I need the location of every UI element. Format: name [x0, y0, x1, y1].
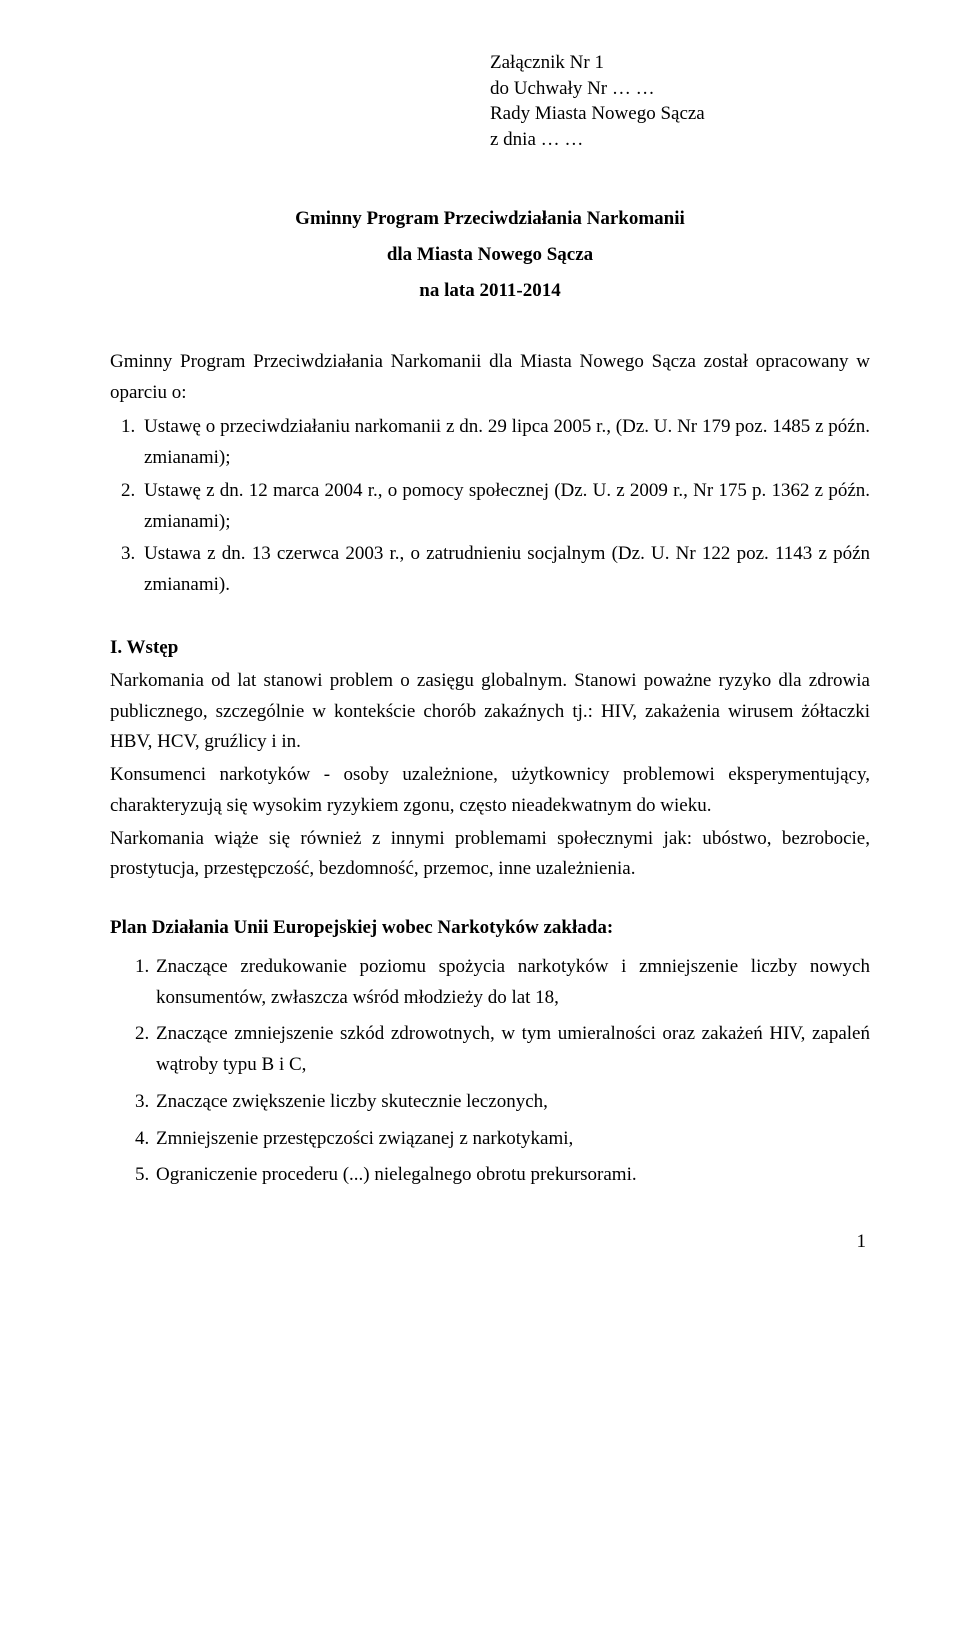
body: Gminny Program Przeciwdziałania Narkoman…: [110, 347, 870, 1191]
title-line-2: dla Miasta Nowego Sącza: [110, 237, 870, 273]
law-item: Ustawa z dn. 13 czerwca 2003 r., o zatru…: [140, 539, 870, 601]
attachment-line-1: Załącznik Nr 1: [490, 50, 870, 76]
title-line-1: Gminny Program Przeciwdziałania Narkoman…: [110, 201, 870, 237]
plan-item: Znaczące zwiększenie liczby skutecznie l…: [154, 1087, 870, 1118]
plan-heading: Plan Działania Unii Europejskiej wobec N…: [110, 913, 870, 944]
plan-item: Znaczące zmniejszenie szkód zdrowotnych,…: [154, 1019, 870, 1081]
section-heading: I. Wstęp: [110, 633, 870, 664]
title-block: Gminny Program Przeciwdziałania Narkoman…: [110, 201, 870, 309]
page-number: 1: [110, 1231, 870, 1253]
attachment-block: Załącznik Nr 1 do Uchwały Nr … … Rady Mi…: [490, 50, 870, 153]
page: Załącznik Nr 1 do Uchwały Nr … … Rady Mi…: [0, 0, 960, 1293]
plan-item: Znaczące zredukowanie poziomu spożycia n…: [154, 952, 870, 1014]
plan-item: Zmniejszenie przestępczości związanej z …: [154, 1124, 870, 1155]
plan-item: Ograniczenie procederu (...) nielegalneg…: [154, 1160, 870, 1191]
title-line-3: na lata 2011-2014: [110, 273, 870, 309]
attachment-line-4: z dnia … …: [490, 127, 870, 153]
laws-list: Ustawę o przeciwdziałaniu narkomanii z d…: [110, 412, 870, 601]
section1-p1: Narkomania od lat stanowi problem o zasi…: [110, 666, 870, 758]
section1-p2: Konsumenci narkotyków - osoby uzależnion…: [110, 760, 870, 822]
law-item: Ustawę z dn. 12 marca 2004 r., o pomocy …: [140, 476, 870, 538]
attachment-line-2: do Uchwały Nr … …: [490, 76, 870, 102]
intro-paragraph: Gminny Program Przeciwdziałania Narkoman…: [110, 347, 870, 409]
attachment-line-3: Rady Miasta Nowego Sącza: [490, 101, 870, 127]
section1-p3: Narkomania wiąże się również z innymi pr…: [110, 824, 870, 886]
law-item: Ustawę o przeciwdziałaniu narkomanii z d…: [140, 412, 870, 474]
plan-list: Znaczące zredukowanie poziomu spożycia n…: [110, 952, 870, 1191]
